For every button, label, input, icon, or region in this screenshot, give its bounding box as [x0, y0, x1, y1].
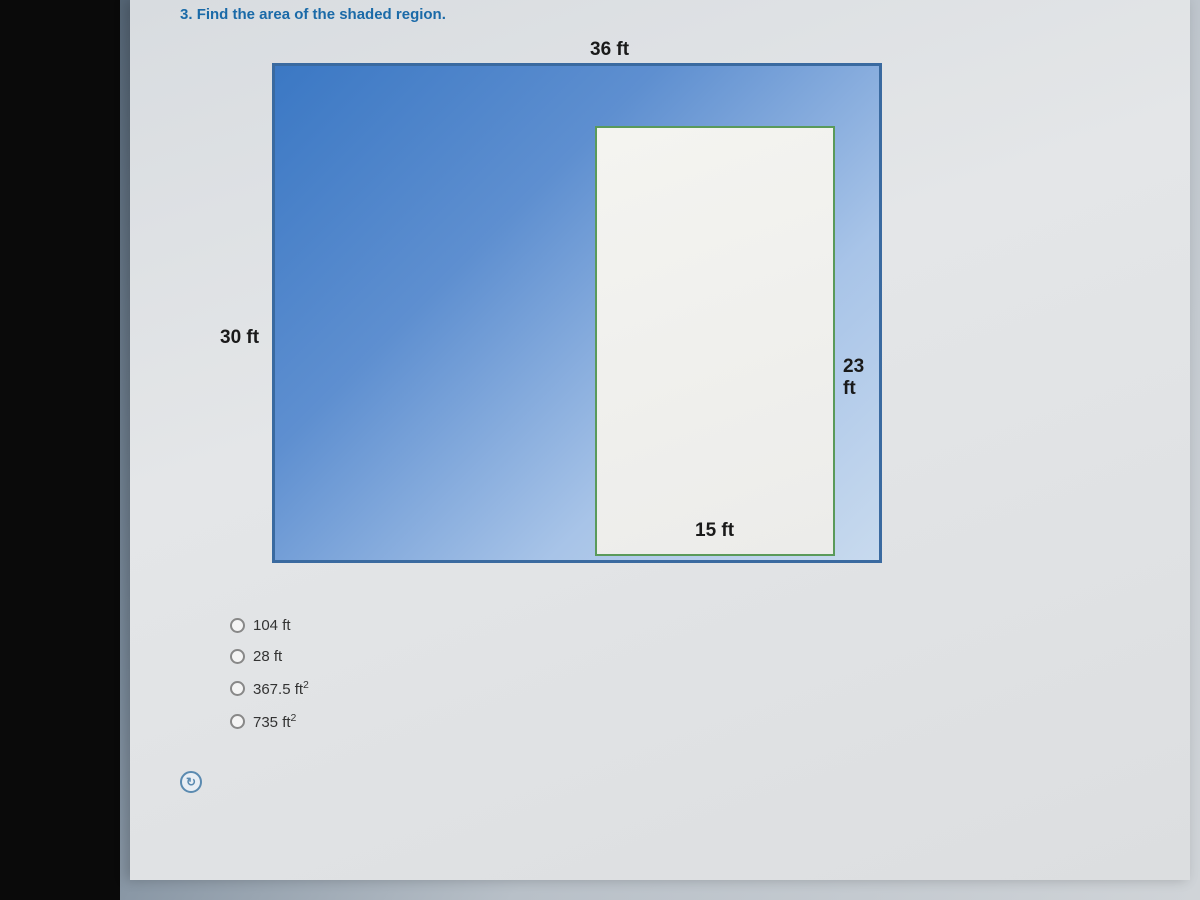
question-prompt: 3. Find the area of the shaded region. — [180, 6, 1160, 23]
outer-rectangle-shaded: 23 ft 15 ft — [272, 63, 882, 563]
question-number: 3. — [180, 6, 193, 23]
area-diagram: 36 ft 30 ft 23 ft 15 ft — [220, 37, 980, 577]
outer-width-label: 36 ft — [590, 39, 629, 61]
radio-icon — [230, 681, 245, 696]
inner-rectangle-cutout — [595, 126, 835, 556]
answer-options: 104 ft 28 ft 367.5 ft2 735 ft2 — [230, 617, 1160, 731]
radio-icon — [230, 649, 245, 664]
radio-icon — [230, 714, 245, 729]
outer-height-label: 30 ft — [220, 327, 259, 349]
quiz-page: 3. Find the area of the shaded region. 3… — [130, 0, 1190, 880]
reset-glyph: ↻ — [186, 775, 196, 789]
option-label: 28 ft — [253, 648, 282, 665]
monitor-bezel — [0, 0, 120, 900]
option-2[interactable]: 28 ft — [230, 648, 1160, 665]
option-3[interactable]: 367.5 ft2 — [230, 679, 1160, 698]
reset-icon[interactable]: ↻ — [180, 771, 202, 793]
option-label: 735 ft2 — [253, 712, 296, 731]
radio-icon — [230, 618, 245, 633]
option-label: 367.5 ft2 — [253, 679, 309, 698]
option-4[interactable]: 735 ft2 — [230, 712, 1160, 731]
option-1[interactable]: 104 ft — [230, 617, 1160, 634]
option-label: 104 ft — [253, 617, 291, 634]
inner-width-label: 15 ft — [695, 520, 734, 542]
inner-height-label: 23 ft — [843, 356, 879, 400]
question-text-body: Find the area of the shaded region. — [197, 6, 446, 23]
